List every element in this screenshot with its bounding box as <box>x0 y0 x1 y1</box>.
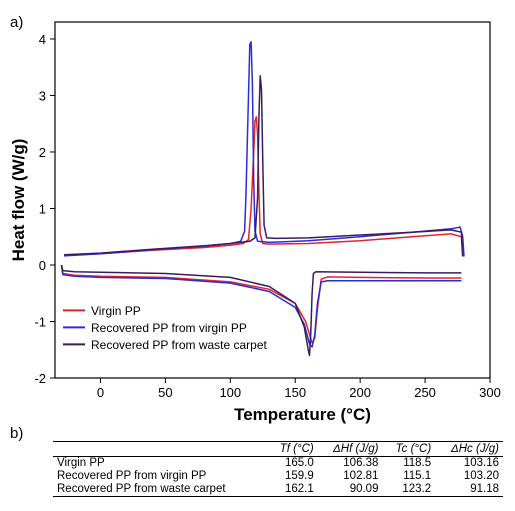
x-tick-label: 50 <box>158 385 172 400</box>
legend-label: Recovered PP from waste carpet <box>91 338 268 352</box>
legend-label: Virgin PP <box>91 304 141 318</box>
series-cooling-line <box>60 264 462 348</box>
table-header <box>53 441 267 457</box>
y-tick-label: -1 <box>34 314 46 329</box>
table-cell: 118.5 <box>403 457 432 469</box>
dsc-chart: 0 50 100 150 200 250 300 -2 -1 0 1 2 3 4 Temperature (… <box>9 21 501 424</box>
series-heating-line <box>64 116 464 257</box>
y-tick-label: 2 <box>39 145 46 160</box>
x-tick-label: 100 <box>219 385 241 400</box>
table-cell: Virgin PP <box>57 457 105 469</box>
table-cell: 123.2 <box>382 483 436 497</box>
panel-a-label: a) <box>10 14 24 31</box>
x-tick-label: 300 <box>479 385 501 400</box>
x-tick-label: 250 <box>414 385 436 400</box>
y-tick-label: 4 <box>39 32 46 47</box>
summary-table: Tf (°C) ΔHf (J/g) Tc (°C) ΔHc (J/g) Virg… <box>53 441 503 497</box>
y-tick-label: -2 <box>34 371 46 386</box>
table-header: Tf (°C) <box>266 441 318 457</box>
table-row: Recovered PP from virgin PP 159.9 102.81… <box>53 470 503 483</box>
x-axis-title: Temperature (°C) <box>234 405 371 424</box>
table-cell: 90.09 <box>317 483 383 497</box>
y-axis-title: Heat flow (W/g) <box>9 139 28 262</box>
table-header: Tc (°C) <box>382 441 436 457</box>
x-tick-label: 150 <box>284 385 306 400</box>
table-row: Recovered PP from waste carpet 162.1 90.… <box>53 483 503 497</box>
table-cell: 165.0 <box>284 457 314 469</box>
series-cooling-line <box>60 264 462 344</box>
table-cell: 162.1 <box>266 483 318 497</box>
legend-label: Recovered PP from virgin PP <box>91 321 247 335</box>
table-cell: 103.20 <box>463 470 499 482</box>
table-cell: 91.18 <box>435 483 503 497</box>
series-cooling-line <box>60 264 462 357</box>
y-tick-label: 0 <box>39 258 46 273</box>
table-cell: 159.9 <box>284 470 314 482</box>
table-header: ΔHf (J/g) <box>317 441 383 457</box>
x-tick-label: 0 <box>97 385 104 400</box>
table-cell: 115.1 <box>403 470 432 482</box>
panel-b-label: b) <box>10 425 24 442</box>
table-cell: 103.16 <box>463 457 499 469</box>
table-row: Virgin PP 165.0 106.38 118.5 103.16 <box>53 457 503 471</box>
y-tick-label: 1 <box>39 201 46 216</box>
y-tick-label: 3 <box>39 88 46 103</box>
table-cell: 106.38 <box>343 457 379 469</box>
plot-frame <box>54 21 491 379</box>
table-header-row: Tf (°C) ΔHf (J/g) Tc (°C) ΔHc (J/g) <box>53 441 503 457</box>
table-cell: Recovered PP from waste carpet <box>53 483 267 497</box>
x-tick-label: 200 <box>349 385 371 400</box>
table-cell: 102.81 <box>343 470 379 482</box>
table-cell: Recovered PP from virgin PP <box>57 470 207 482</box>
table-header: ΔHc (J/g) <box>435 441 503 457</box>
series-heating-line <box>64 74 464 257</box>
